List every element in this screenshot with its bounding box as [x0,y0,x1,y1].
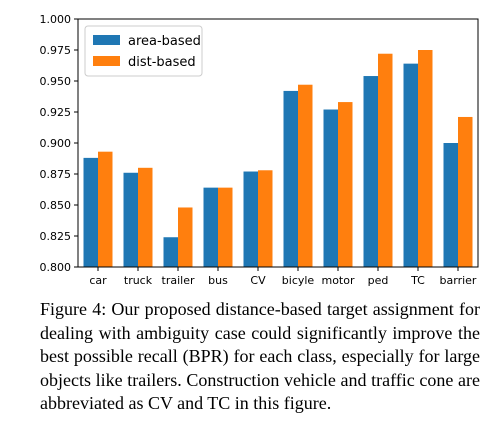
bar-area-based-motor [323,109,338,268]
bar-area-based-ped [363,76,378,267]
bar-dist-based-CV [258,170,273,267]
y-tick-label: 0.950 [40,75,72,88]
y-tick-label: 0.975 [40,44,72,57]
x-tick-label: CV [250,274,266,287]
bar-dist-based-car [98,151,113,267]
x-axis: car truck trailer bus CV bicyle motor ped TC barr… [89,267,477,287]
legend-swatch-area-based [93,35,120,45]
x-tick-label: bicyle [282,274,315,287]
legend-label-area-based: area-based [128,34,201,49]
bar-dist-based-truck [138,167,153,267]
legend-swatch-dist-based [93,56,120,66]
bar-dist-based-bus [218,187,233,267]
y-tick-label: 0.900 [40,137,72,150]
x-tick-label: trailer [162,274,195,287]
bar-area-based-bus [203,187,218,267]
y-tick-label: 0.800 [40,261,72,274]
bar-dist-based-motor [338,102,353,267]
bar-dist-based-ped [378,53,393,267]
bar-area-based-TC [403,63,418,267]
bar-area-based-barrier [443,143,458,267]
x-tick-label: TC [410,274,425,287]
y-tick-label: 0.850 [40,199,72,212]
x-tick-label: car [89,274,107,287]
bar-area-based-CV [243,171,258,267]
bar-area-based-trailer [163,237,178,267]
bar-area-based-truck [123,172,138,267]
bar-dist-based-bicyle [298,84,313,267]
bars [83,50,473,268]
bar-chart: 0.800 0.825 0.850 0.875 0.900 0.925 0.950 0.975… [40,13,479,287]
bar-dist-based-trailer [178,207,193,267]
y-tick-label: 0.925 [40,106,72,119]
bar-area-based-car [83,157,98,267]
legend: area-based dist-based [84,25,203,77]
x-tick-label: truck [124,274,153,287]
bar-area-based-bicyle [283,90,298,267]
y-tick-label: 0.825 [40,230,72,243]
y-axis: 0.800 0.825 0.850 0.875 0.900 0.925 0.950 0.975… [40,13,78,274]
bar-dist-based-barrier [458,116,473,268]
bar-dist-based-TC [418,50,433,267]
x-tick-label: ped [368,274,389,287]
x-tick-label: barrier [440,274,477,287]
y-tick-label: 1.000 [40,13,72,26]
figure-caption: Figure 4: Our proposed distance-based ta… [40,299,480,413]
legend-label-dist-based: dist-based [128,55,196,70]
x-tick-label: bus [208,274,228,287]
y-tick-label: 0.875 [40,168,72,181]
x-tick-label: motor [321,274,354,287]
plot-frame [77,18,479,268]
